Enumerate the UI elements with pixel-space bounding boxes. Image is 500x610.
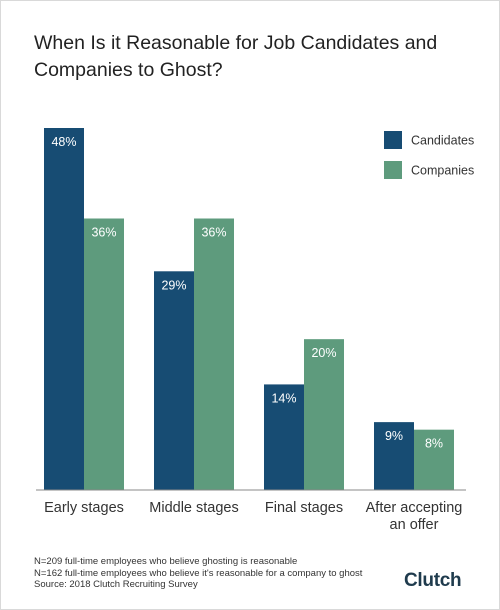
category-label-4-line-1: After accepting	[366, 500, 463, 516]
legend-swatch-candidates	[384, 131, 402, 149]
footnotes: N=209 full-time employees who believe gh…	[34, 556, 362, 591]
bar-candidates-2	[154, 271, 194, 490]
bar-label-candidates-1: 48%	[51, 135, 76, 149]
bar-label-companies-4: 8%	[425, 437, 443, 451]
chart-title: When Is it Reasonable for Job Candidates…	[34, 30, 474, 84]
footnote-candidates-sample: N=209 full-time employees who believe gh…	[34, 556, 298, 567]
bar-label-candidates-4: 9%	[385, 429, 403, 443]
legend-swatch-companies	[384, 161, 402, 179]
footnote-source: Source: 2018 Clutch Recruiting Survey	[34, 579, 198, 590]
chart-title-line-1: When Is it Reasonable for Job Candidates…	[34, 32, 438, 54]
legend-label-companies: Companies	[411, 164, 474, 178]
bar-companies-2	[194, 218, 234, 490]
bar-label-companies-1: 36%	[91, 226, 116, 240]
bar-companies-1	[84, 218, 124, 490]
legend-label-candidates: Candidates	[411, 134, 474, 148]
bar-candidates-1	[44, 128, 84, 490]
bar-label-candidates-3: 14%	[271, 391, 296, 405]
bar-candidates-4	[374, 422, 414, 490]
category-label-3: Final stages	[265, 500, 343, 516]
category-label-1: Early stages	[44, 500, 124, 516]
bar-companies-4	[414, 429, 454, 490]
bar-companies-3	[304, 339, 344, 490]
category-label-4-line-2: an offer	[390, 517, 439, 533]
chart-title-line-2: Companies to Ghost?	[34, 59, 223, 81]
clutch-logo: Clutch	[404, 570, 462, 591]
category-label-2: Middle stages	[149, 500, 238, 516]
bar-label-candidates-2: 29%	[161, 278, 186, 292]
footnote-companies-sample: N=162 full-time employees who believe it…	[34, 567, 363, 579]
bar-label-companies-2: 36%	[201, 226, 226, 240]
bar-candidates-3	[264, 384, 304, 490]
bar-label-companies-3: 20%	[311, 346, 336, 360]
